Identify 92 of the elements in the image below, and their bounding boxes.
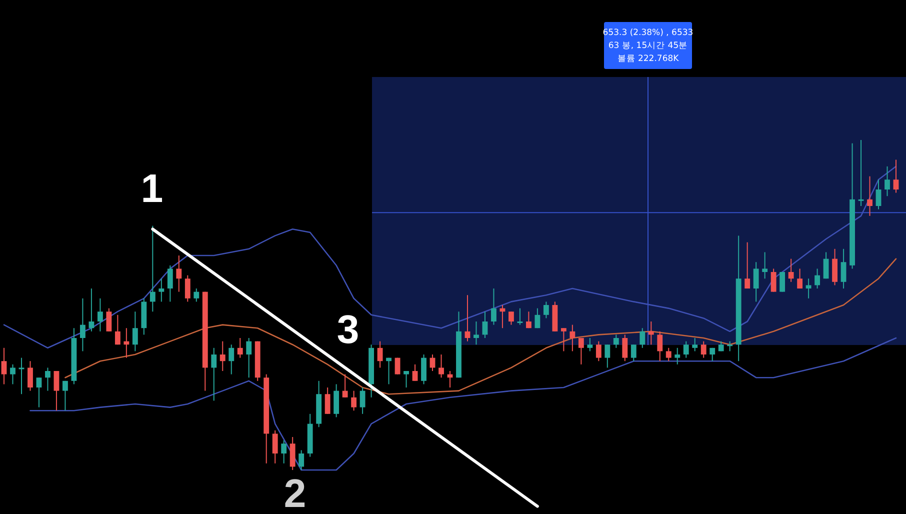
candlestick xyxy=(814,268,820,289)
candlestick xyxy=(630,344,636,362)
candlestick xyxy=(298,450,304,470)
candlestick xyxy=(377,340,383,368)
candlestick xyxy=(18,357,24,395)
candlestick xyxy=(150,225,156,312)
candlestick xyxy=(80,298,86,352)
annotation: 1 xyxy=(140,167,164,211)
candlestick xyxy=(132,311,138,352)
candlestick xyxy=(867,176,872,216)
candlestick xyxy=(211,347,217,402)
candlestick xyxy=(797,268,803,289)
candlestick xyxy=(876,179,882,210)
candlestick xyxy=(360,387,366,414)
candlestick xyxy=(1,347,7,385)
candlestick xyxy=(570,324,576,352)
candlestick xyxy=(762,252,768,280)
candlestick xyxy=(158,278,164,302)
candlestick xyxy=(884,166,890,197)
candlestick xyxy=(290,436,296,470)
candlestick xyxy=(648,321,654,346)
candlestick xyxy=(744,242,750,289)
candlestick xyxy=(491,288,496,326)
candlestick xyxy=(36,377,42,408)
annotation: 3 xyxy=(336,308,360,352)
candlestick xyxy=(560,328,566,352)
candlestick xyxy=(596,340,602,362)
candlestick xyxy=(220,340,226,372)
candlestick xyxy=(324,387,330,414)
candlestick xyxy=(246,338,252,378)
candlestick xyxy=(840,248,846,289)
candlestick xyxy=(788,258,794,282)
candlestick xyxy=(858,140,864,206)
candlestick xyxy=(657,330,663,362)
candlestick xyxy=(806,278,812,299)
candlestick xyxy=(474,321,479,346)
candlestick xyxy=(184,274,190,302)
candlestick xyxy=(482,311,488,338)
candlestick xyxy=(508,311,514,326)
candlestick xyxy=(412,364,418,382)
candlestick xyxy=(45,367,50,392)
candlestick xyxy=(194,288,200,302)
candlestick xyxy=(464,294,470,342)
candlestick xyxy=(578,338,584,365)
candlestick xyxy=(88,288,94,332)
candlestick xyxy=(438,354,444,378)
candlestick xyxy=(683,340,689,358)
candlestick xyxy=(692,338,698,352)
candlestick xyxy=(62,380,68,412)
candlestick xyxy=(334,384,340,418)
candlestick xyxy=(604,344,610,368)
candlestick xyxy=(54,370,60,412)
candlestick xyxy=(517,308,523,326)
candlestick xyxy=(640,328,646,348)
candlestick xyxy=(97,298,103,332)
candlestick xyxy=(342,374,348,398)
candlestick xyxy=(666,347,672,362)
candlestick xyxy=(893,159,899,194)
candlestick xyxy=(674,347,680,365)
candlestick xyxy=(237,338,243,358)
candlestick xyxy=(10,364,16,385)
candlestick xyxy=(281,440,287,464)
candlestick xyxy=(167,264,173,302)
text: 63 봉, 15시간 45분 xyxy=(608,41,688,51)
text: 볼륨 222.768K xyxy=(617,54,680,64)
candlestick xyxy=(106,308,112,332)
candlestick xyxy=(543,301,549,319)
candlestick xyxy=(534,308,540,329)
candlestick xyxy=(176,255,182,292)
candlestick xyxy=(727,340,733,352)
candlestick xyxy=(394,357,400,375)
candlestick xyxy=(421,354,426,385)
candlestick xyxy=(710,347,716,362)
candlestick xyxy=(753,262,759,302)
candlestick xyxy=(832,248,838,286)
candlestick xyxy=(28,360,33,392)
candlestick xyxy=(526,311,532,329)
candlestick xyxy=(124,328,130,358)
candlestick xyxy=(272,430,278,464)
candlestick xyxy=(613,334,619,348)
candlestick xyxy=(228,344,234,375)
candlestick xyxy=(587,338,593,352)
candlestick xyxy=(114,314,120,346)
candlestick xyxy=(700,340,706,358)
candlestick xyxy=(404,370,409,388)
candlestick xyxy=(770,268,776,292)
candlestick xyxy=(351,390,357,412)
candlestick xyxy=(622,334,628,362)
text: 2 xyxy=(284,472,306,514)
candlestick xyxy=(780,272,786,292)
candlestick xyxy=(823,252,829,280)
candlestick xyxy=(386,357,392,385)
